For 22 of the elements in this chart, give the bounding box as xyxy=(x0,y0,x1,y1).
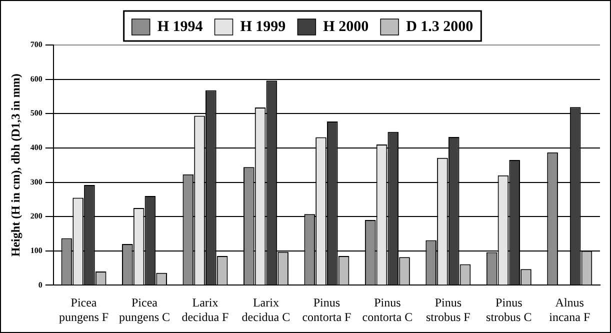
x-tick-label: Pinus strobus C xyxy=(486,296,532,324)
x-tick-label: Larix decidua C xyxy=(242,296,290,324)
y-axis-title: Height (H in cm), dbh (D1,3 in mm) xyxy=(8,74,22,257)
x-tick-label: Pinus strobus F xyxy=(426,296,471,324)
y-tick-label: 600 xyxy=(30,74,42,84)
legend-label: H 1999 xyxy=(240,18,286,35)
y-tick-label: 700 xyxy=(30,40,42,50)
y-tick-label: 100 xyxy=(30,246,42,255)
y-tick-label: 0 xyxy=(38,280,42,290)
x-tick-label: Alnus incana F xyxy=(549,296,590,324)
x-tick-label: Larix decidua F xyxy=(182,296,230,324)
legend-label: D 1.3 2000 xyxy=(406,18,474,35)
y-tick-label: 400 xyxy=(30,143,42,152)
legend-label: H 1994 xyxy=(157,18,204,35)
x-tick-label: Pinus contorta C xyxy=(362,296,413,324)
x-tick-label: Picea pungens F xyxy=(58,296,109,324)
y-tick-label: 500 xyxy=(30,108,42,118)
y-tick-label: 200 xyxy=(30,212,42,221)
x-tick-label: Picea pungens C xyxy=(119,296,170,324)
legend-label: H 2000 xyxy=(323,18,369,35)
y-tick-label: 300 xyxy=(30,177,42,186)
x-tick-label: Pinus contorta F xyxy=(302,296,352,324)
